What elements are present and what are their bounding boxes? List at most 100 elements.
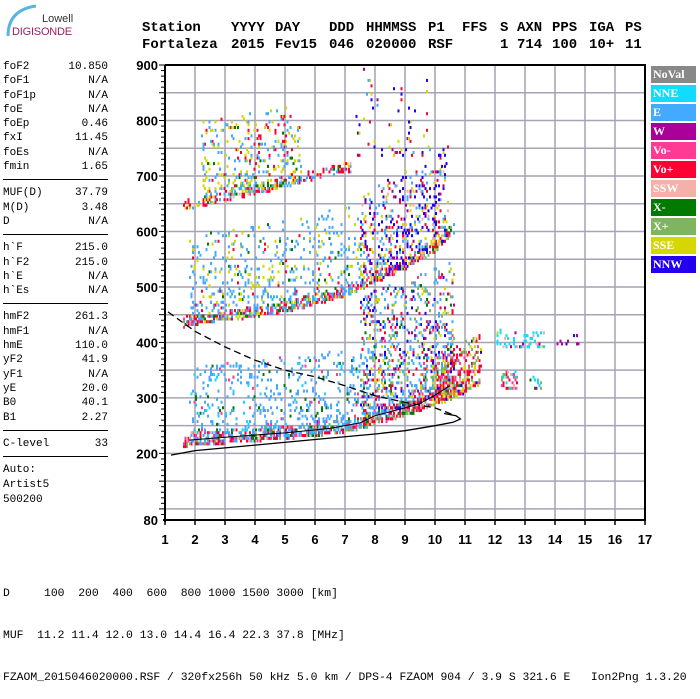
echo-point-right-upper: [532, 334, 535, 338]
echo-point-F-1hop-core: [454, 389, 457, 393]
echo-point-right-lower: [513, 384, 515, 388]
echo-point-F-2hop-spread: [394, 184, 397, 188]
echo-point-F-1hop-spread: [427, 292, 430, 296]
echo-point-F-2hop-spread: [411, 214, 413, 218]
echo-point-F-3hop-diffuse: [247, 151, 250, 154]
echo-point-F-3hop-diffuse: [289, 126, 292, 129]
echo-point-F-1hop-spread: [442, 381, 445, 385]
echo-point-F-1hop-core: [399, 411, 401, 415]
echo-point-F-2hop-diffuse: [313, 289, 316, 293]
echo-point-F-1hop-diffuse: [256, 409, 259, 412]
echo-point-F-2hop-spread: [363, 281, 365, 285]
echo-point-F-2hop-diffuse: [211, 292, 214, 296]
distance-line: D 100 200 400 600 800 1000 1500 3000 [km…: [3, 588, 338, 600]
echo-point-F-2hop-diffuse: [319, 262, 322, 265]
echo-point-F-2hop-diffuse: [205, 306, 208, 310]
echo-point-F-1hop-spread: [381, 353, 383, 357]
echo-point-F-1hop-spread: [370, 356, 373, 360]
echo-point-F-1hop-diffuse: [216, 364, 218, 368]
echo-point-F-3hop-diffuse: [255, 176, 257, 179]
echo-point-F-1hop-diffuse: [253, 422, 256, 426]
echo-point-F-2hop-diffuse: [267, 306, 269, 310]
echo-point-F-1hop-nose: [444, 375, 446, 379]
echo-point-F-1hop-diffuse: [307, 425, 310, 429]
echo-point-F-3hop-diffuse: [208, 198, 211, 202]
echo-point-F-2hop-spread: [397, 225, 400, 229]
echo-point-F-1hop-diffuse: [258, 428, 260, 432]
echo-point-high-stray: [367, 78, 370, 82]
echo-point-F-3hop-diffuse: [235, 184, 238, 188]
header-value: 020000: [366, 37, 417, 53]
echo-point-F-1hop-diffuse: [310, 378, 313, 382]
echo-point-F-1hop-core: [372, 414, 374, 418]
echo-point-F-1hop-spread: [382, 409, 385, 412]
echo-point-F-1hop-core: [402, 411, 404, 415]
echo-point-F-1hop-spread: [445, 323, 448, 326]
echo-point-F-2hop-diffuse: [196, 259, 199, 263]
echo-point-F-3hop-diffuse: [246, 120, 248, 124]
echo-point-F-1hop-diffuse: [313, 356, 316, 360]
echo-point-F-3hop-diffuse: [234, 189, 236, 193]
echo-point-F-2hop-core: [351, 289, 353, 293]
echo-point-F-1hop-diffuse: [240, 431, 242, 435]
echo-point-F-1hop-nose: [460, 353, 463, 357]
echo-point-F-3hop-diffuse: [232, 181, 235, 185]
echo-point-F-2hop-core: [417, 259, 419, 263]
echo-point-F-2hop-spread: [421, 206, 424, 210]
echo-point-F-1hop-spread: [364, 381, 367, 385]
echo-point-right-upper: [516, 345, 518, 349]
echo-point-F-2hop-diffuse: [249, 273, 251, 277]
echo-point-F-2hop-diffuse: [321, 239, 323, 243]
echo-point-F-2hop-spread: [388, 256, 391, 260]
echo-point-F-2hop-spread: [444, 234, 446, 238]
echo-point-F-1hop-spread: [369, 403, 371, 407]
echo-point-F-1hop-diffuse: [304, 414, 307, 418]
echo-point-F-1hop-nose: [459, 373, 461, 376]
echo-point-F-1hop-diffuse: [313, 367, 316, 371]
echo-point-F-2hop-diffuse: [228, 270, 230, 274]
echo-point-F-2hop-spread: [444, 178, 446, 182]
lowell-digisonde-logo: Lowell DIGISONDE: [2, 4, 73, 38]
echo-point-F-1hop-spread: [388, 378, 391, 382]
echo-point-F-2hop-diffuse: [237, 281, 239, 285]
echo-point-F-1hop-diffuse: [352, 359, 355, 363]
echo-point-F-1hop-nose: [474, 373, 476, 376]
echo-point-F-1hop-spread: [387, 367, 389, 371]
echo-point-F-1hop-diffuse: [249, 420, 251, 424]
echo-point-F-2hop-spread: [385, 200, 388, 204]
echo-point-F-3hop-diffuse: [268, 153, 271, 157]
echo-point-F-3hop-core: [204, 195, 206, 199]
echo-point-F-2hop-diffuse: [216, 300, 218, 304]
echo-point-F-2hop-diffuse: [270, 275, 272, 279]
echo-point-F-2hop-core: [301, 298, 304, 301]
echo-point-F-2hop-diffuse: [324, 278, 326, 282]
echo-point-F-1hop-core: [340, 420, 343, 424]
echo-point-F-1hop-core: [376, 417, 379, 421]
echo-point-F-3hop-core: [300, 178, 302, 182]
echo-point-F-3hop-core: [318, 173, 320, 177]
param-label: h`F: [3, 242, 23, 255]
echo-point-F-1hop-spread: [400, 386, 403, 390]
echo-point-F-3hop-diffuse: [280, 170, 283, 174]
echo-point-F-3hop-diffuse: [247, 176, 250, 179]
echo-point-F-2hop-spread: [376, 212, 379, 215]
echo-point-F-2hop-core: [348, 287, 350, 290]
echo-point-F-1hop-spread: [364, 411, 367, 415]
echo-point-F-2hop-diffuse: [343, 292, 346, 296]
echo-point-F-2hop-diffuse: [210, 231, 212, 235]
echo-point-F-1hop-nose: [454, 392, 457, 396]
echo-point-F-2hop-diffuse: [214, 267, 217, 271]
echo-point-F-3hop-diffuse: [232, 137, 235, 141]
echo-point-F-3hop-diffuse: [235, 192, 238, 196]
echo-point-F-1hop-nose: [436, 373, 439, 376]
echo-point-F-2hop-diffuse: [277, 256, 280, 260]
echo-point-F-2hop-diffuse: [337, 234, 340, 238]
echo-point-F-1hop-core: [459, 378, 461, 382]
echo-point-F-1hop-core: [288, 436, 290, 440]
echo-point-F-1hop-spread: [418, 356, 421, 360]
echo-point-F-2hop-diffuse: [318, 289, 320, 293]
echo-point-F-3hop-core: [285, 178, 287, 182]
echo-point-F-1hop-spread: [379, 403, 382, 407]
echo-point-F-1hop-spread: [424, 381, 427, 385]
echo-point-F-1hop-diffuse: [229, 364, 232, 368]
